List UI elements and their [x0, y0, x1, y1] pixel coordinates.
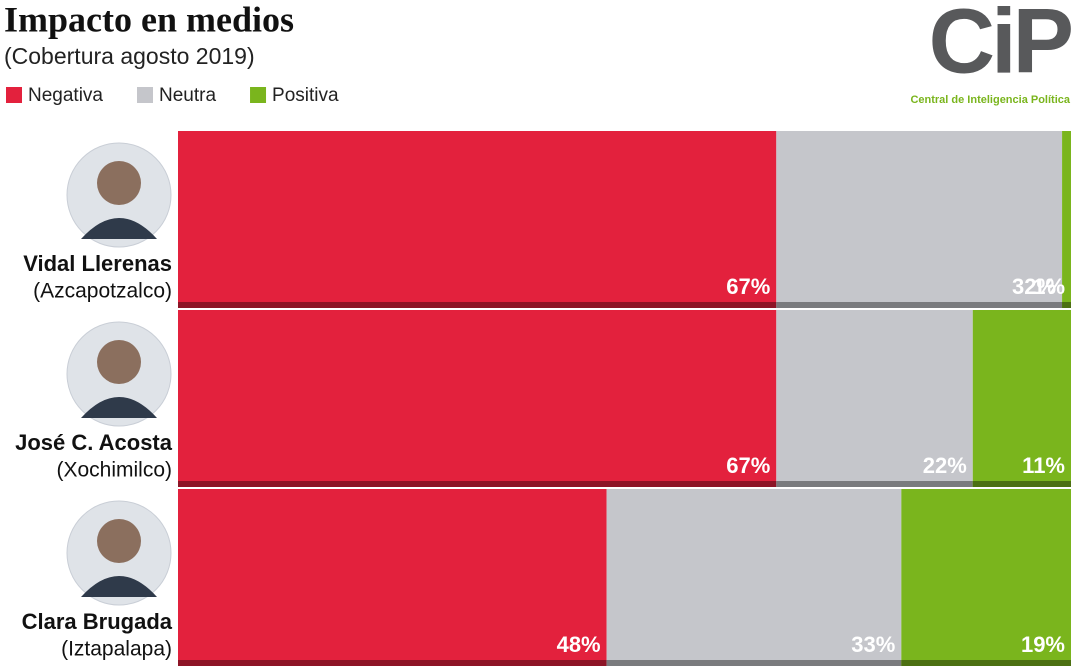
bar-shadow: [901, 660, 1071, 666]
bar-shadow: [1062, 302, 1071, 308]
bar-segment: [972, 310, 1071, 487]
category-label: Vidal Llerenas: [23, 251, 172, 276]
photo-head: [97, 519, 141, 563]
legend-label: Neutra: [159, 85, 216, 106]
category-sublabel: (Iztapalapa): [61, 638, 172, 661]
logo: CiP: [929, 0, 1072, 92]
bar-shadow: [178, 302, 777, 308]
bar-segment: [178, 131, 777, 308]
bar-shadow: [972, 481, 1071, 487]
legend-swatch: [250, 87, 267, 103]
value-label: 1%: [1033, 274, 1065, 299]
category-sublabel: (Xochimilco): [56, 459, 172, 482]
value-label: 32%: [1012, 274, 1056, 299]
bar-segment: [606, 489, 902, 666]
logo-caption: Central de Inteligencia Política: [910, 94, 1070, 106]
value-label: 67%: [726, 453, 770, 478]
bar-shadow: [606, 660, 902, 666]
bar-segment: [776, 131, 1063, 308]
category-label: José C. Acosta: [15, 430, 173, 455]
value-label: 11%: [1022, 453, 1065, 478]
bar-segment: [776, 310, 973, 487]
bar-segment: [1062, 131, 1071, 308]
photo-body: [81, 397, 157, 418]
value-label: 48%: [557, 632, 601, 657]
bar-segment: [901, 489, 1071, 666]
category-sublabel: (Azcapotzalco): [33, 280, 172, 303]
bar-shadow: [776, 302, 1063, 308]
value-label: 19%: [1021, 632, 1065, 657]
legend-label: Positiva: [272, 85, 339, 106]
bar-shadow: [178, 481, 777, 487]
legend-label: Negativa: [28, 85, 103, 106]
bar-segment: [178, 489, 607, 666]
bar-segment: [178, 310, 777, 487]
value-label: 22%: [923, 453, 967, 478]
value-label: 67%: [726, 274, 770, 299]
photo-head: [97, 340, 141, 384]
legend-swatch: [6, 87, 22, 103]
category-label: Clara Brugada: [22, 609, 173, 634]
photo-body: [81, 576, 157, 597]
legend-swatch: [137, 87, 153, 103]
bar-shadow: [776, 481, 973, 487]
value-label: 33%: [851, 632, 895, 657]
bar-shadow: [178, 660, 607, 666]
photo-head: [97, 161, 141, 205]
photo-body: [81, 218, 157, 239]
chart-title: Impacto en medios: [4, 0, 294, 39]
chart-subtitle: (Cobertura agosto 2019): [4, 43, 255, 69]
